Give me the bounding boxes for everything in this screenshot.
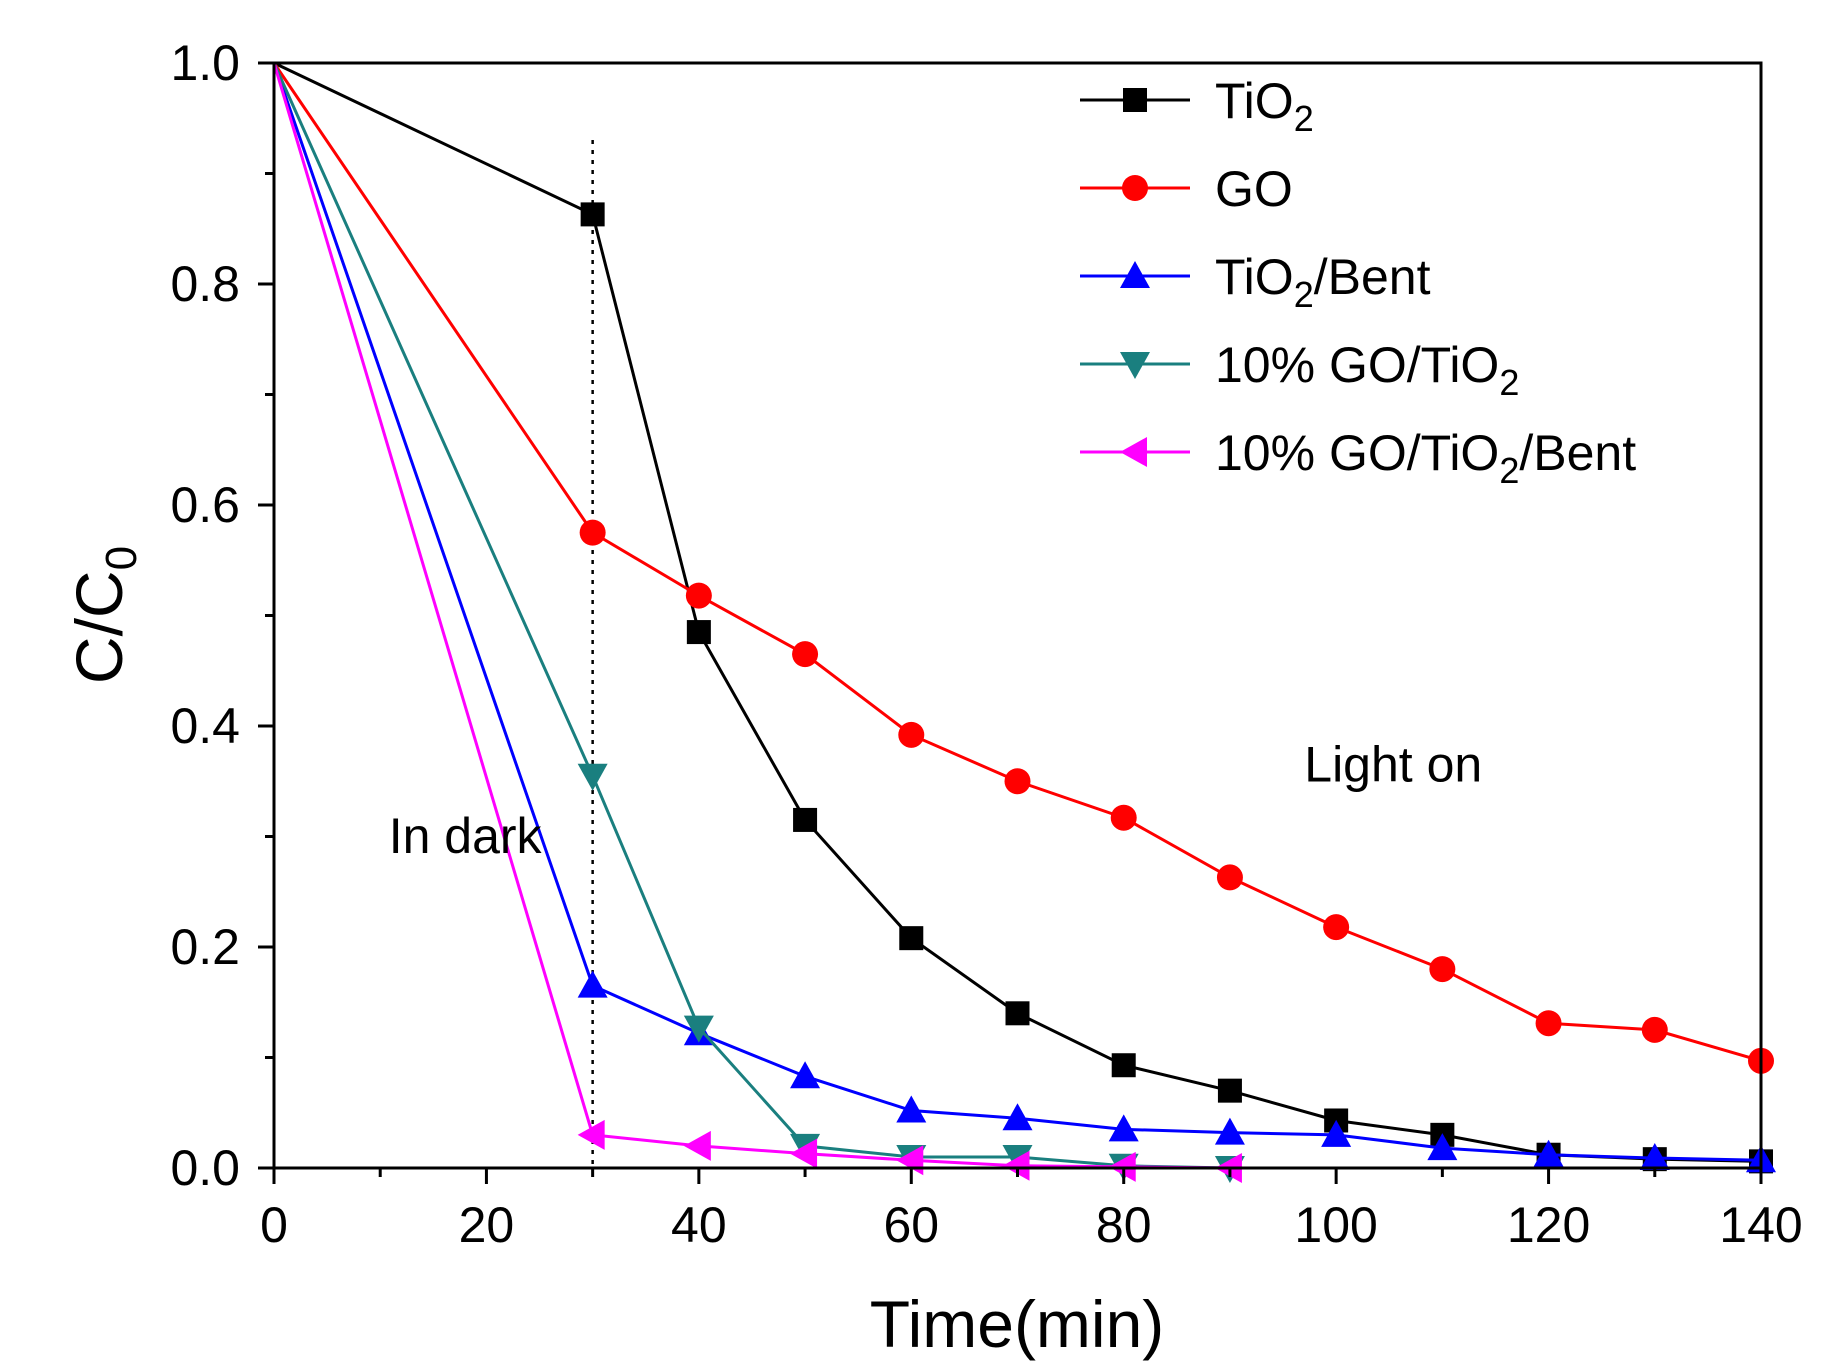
x-tick-label-4: 80 xyxy=(1096,1197,1152,1253)
legend-label-part-0-1: 2 xyxy=(1294,98,1314,139)
data-point-1-2 xyxy=(685,582,712,609)
legend-label-part-2-2: /Bent xyxy=(1314,249,1431,305)
series-layer xyxy=(272,61,1776,1183)
x-tick-label-1: 20 xyxy=(459,1197,515,1253)
y-tick-label-3: 0.6 xyxy=(170,477,240,533)
legend-marker-1 xyxy=(1122,175,1148,201)
legend-label-2: TiO2/Bent xyxy=(1215,249,1431,315)
series-0 xyxy=(273,61,1773,1174)
series-3 xyxy=(272,62,1245,1183)
x-axis-title: Time(min) xyxy=(870,1287,1165,1361)
data-point-2-10 xyxy=(1533,1139,1564,1167)
data-point-2-11 xyxy=(1639,1143,1670,1171)
annotation-0: In dark xyxy=(389,808,543,864)
data-point-1-5 xyxy=(1004,768,1031,795)
y-axis-title-subscript: 0 xyxy=(97,546,146,570)
series-line-3 xyxy=(272,62,1230,1170)
legend-label-part-3-1: 2 xyxy=(1499,362,1519,403)
series-line-2 xyxy=(272,62,1762,1162)
series-4 xyxy=(272,62,1242,1183)
data-point-3-1 xyxy=(577,763,608,791)
x-tick-label-6: 120 xyxy=(1507,1197,1590,1253)
legend-label-part-4-1: 2 xyxy=(1499,450,1519,491)
data-point-1-10 xyxy=(1535,1010,1562,1037)
series-1 xyxy=(272,62,1774,1074)
legend-marker-0 xyxy=(1123,88,1147,112)
legend-item-2: TiO2/Bent xyxy=(1080,249,1431,315)
data-point-2-5 xyxy=(1002,1103,1033,1131)
legend-label-part-0-0: TiO xyxy=(1215,73,1294,129)
data-point-1-3 xyxy=(792,641,819,668)
data-point-1-8 xyxy=(1323,914,1350,941)
y-tick-label-5: 1.0 xyxy=(170,35,240,91)
x-tick-label-0: 0 xyxy=(260,1197,288,1253)
legend-label-1: GO xyxy=(1215,161,1293,217)
legend-label-4: 10% GO/TiO2/Bent xyxy=(1215,425,1636,491)
data-point-1-7 xyxy=(1216,864,1243,891)
legend-label-part-4-0: 10% GO/TiO xyxy=(1215,425,1499,481)
y-axis-title: C/C0 xyxy=(62,546,146,684)
legend-item-3: 10% GO/TiO2 xyxy=(1080,337,1519,403)
data-point-4-5 xyxy=(1002,1150,1030,1181)
ticks-layer: 0 20 40 60 80 100 120 140 0.0 0.2 0.4 0.6 0.8 1.0 xyxy=(170,35,1802,1253)
data-point-2-6 xyxy=(1108,1114,1139,1142)
legend-marker-3 xyxy=(1120,352,1150,379)
legend-label-part-2-0: TiO xyxy=(1215,249,1294,305)
legend-item-1: GO xyxy=(1080,161,1293,217)
legend-item-4: 10% GO/TiO2/Bent xyxy=(1080,425,1636,491)
data-point-0-5 xyxy=(1005,1001,1030,1026)
legend-label-part-1-0: GO xyxy=(1215,161,1293,217)
data-point-2-3 xyxy=(790,1061,821,1089)
data-point-1-11 xyxy=(1641,1016,1668,1043)
data-point-2-8 xyxy=(1321,1119,1352,1147)
data-point-0-4 xyxy=(899,926,924,951)
legend-marker-4 xyxy=(1120,437,1147,467)
data-point-2-7 xyxy=(1214,1117,1245,1145)
annotations-layer: In dark Light on xyxy=(389,736,1483,864)
data-point-1-4 xyxy=(898,721,925,748)
data-point-2-4 xyxy=(896,1095,927,1123)
data-point-0-2 xyxy=(686,620,711,645)
series-line-0 xyxy=(273,61,1762,1163)
data-point-1-6 xyxy=(1110,804,1137,831)
y-tick-label-4: 0.8 xyxy=(170,256,240,312)
x-tick-label-3: 60 xyxy=(883,1197,939,1253)
data-point-4-2 xyxy=(683,1130,711,1161)
legend-label-0: TiO2 xyxy=(1215,73,1314,139)
x-tick-label-5: 100 xyxy=(1294,1197,1377,1253)
legend-label-part-4-2: /Bent xyxy=(1519,425,1636,481)
annotation-1: Light on xyxy=(1304,736,1482,792)
data-point-4-3 xyxy=(790,1138,818,1169)
data-point-0-6 xyxy=(1111,1053,1136,1078)
x-tick-label-7: 140 xyxy=(1719,1197,1802,1253)
legend-label-part-3-0: 10% GO/TiO xyxy=(1215,337,1499,393)
data-point-2-1 xyxy=(577,970,608,998)
legend-label-3: 10% GO/TiO2 xyxy=(1215,337,1519,403)
data-point-1-1 xyxy=(579,519,606,546)
data-point-0-1 xyxy=(580,202,605,227)
data-point-0-7 xyxy=(1217,1078,1242,1103)
y-axis-title-main: C/C xyxy=(62,570,136,684)
labels-layer: Time(min) C/C0 xyxy=(62,546,1164,1361)
data-point-0-3 xyxy=(793,807,818,832)
y-tick-label-0: 0.0 xyxy=(170,1140,240,1196)
y-tick-label-2: 0.4 xyxy=(170,698,240,754)
y-tick-label-1: 0.2 xyxy=(170,919,240,975)
legend-label-part-2-1: 2 xyxy=(1294,274,1314,315)
data-point-2-9 xyxy=(1427,1133,1458,1161)
series-line-4 xyxy=(272,62,1230,1170)
data-point-1-9 xyxy=(1429,956,1456,983)
data-point-4-1 xyxy=(577,1119,605,1150)
data-point-3-2 xyxy=(683,1015,714,1043)
legend-item-0: TiO2 xyxy=(1080,73,1314,139)
x-tick-label-2: 40 xyxy=(671,1197,727,1253)
legend-marker-2 xyxy=(1120,261,1150,288)
